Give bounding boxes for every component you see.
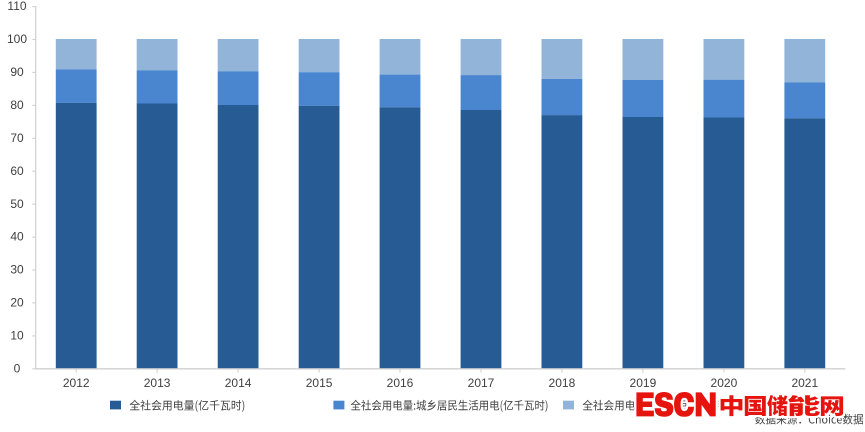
svg-text:110: 110 (7, 0, 26, 13)
svg-text:2016: 2016 (387, 376, 414, 390)
svg-text:40: 40 (10, 230, 24, 244)
svg-text:30: 30 (10, 263, 24, 277)
svg-text:0: 0 (14, 361, 21, 375)
svg-text:60: 60 (10, 164, 24, 178)
svg-text:2019: 2019 (630, 376, 657, 390)
svg-text:90: 90 (10, 65, 24, 79)
svg-text:20: 20 (10, 296, 24, 310)
svg-text:2021: 2021 (791, 376, 818, 390)
svg-text:2017: 2017 (468, 376, 495, 390)
svg-text:100: 100 (7, 32, 27, 46)
svg-text:10: 10 (10, 329, 24, 343)
svg-text:2020: 2020 (711, 376, 738, 390)
svg-text:80: 80 (10, 98, 24, 112)
svg-text:2018: 2018 (549, 376, 576, 390)
svg-text:50: 50 (10, 197, 24, 211)
svg-text:2014: 2014 (225, 376, 252, 390)
svg-text:70: 70 (10, 131, 24, 145)
svg-text:2012: 2012 (63, 376, 90, 390)
svg-text:2015: 2015 (306, 376, 333, 390)
svg-text:2013: 2013 (144, 376, 171, 390)
